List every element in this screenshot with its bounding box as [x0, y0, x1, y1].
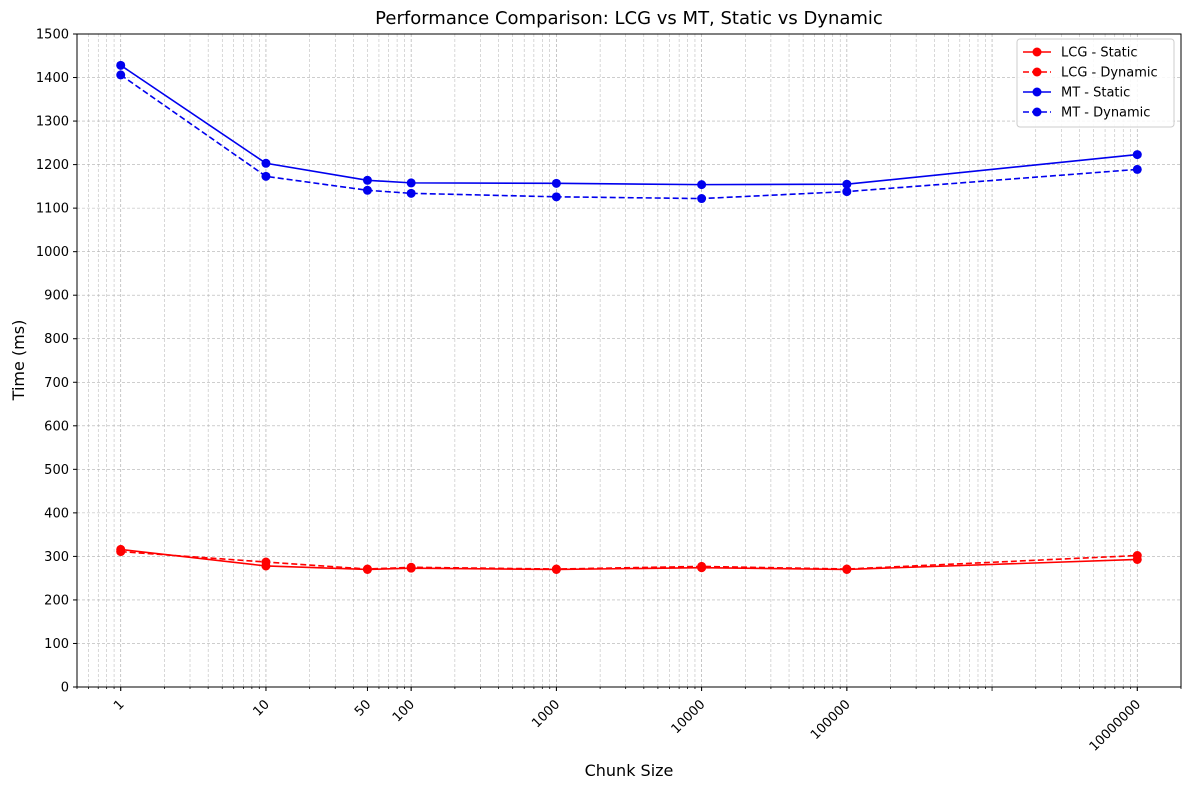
data-point — [551, 192, 561, 202]
y-tick-label: 300 — [44, 550, 69, 565]
series-line — [120, 548, 1138, 571]
legend-label: LCG - Static — [1061, 46, 1138, 61]
x-tick-label: 1 — [111, 697, 127, 713]
data-point — [551, 564, 561, 574]
legend-label: MT - Dynamic — [1061, 106, 1150, 121]
y-tick-label: 1500 — [36, 28, 69, 43]
x-tick-label: 1000 — [529, 697, 563, 731]
y-tick-label: 900 — [44, 289, 69, 304]
x-tick-label: 100000 — [808, 697, 854, 743]
y-tick-label: 600 — [44, 419, 69, 434]
series-line — [120, 550, 1138, 570]
series-lcg-static — [116, 544, 1142, 574]
data-point — [842, 187, 852, 197]
chart-title: Performance Comparison: LCG vs MT, Stati… — [375, 8, 883, 29]
data-point — [551, 178, 561, 188]
grid — [76, 33, 1182, 688]
x-tick-label: 100 — [390, 697, 418, 725]
y-axis-label: Time (ms) — [9, 320, 28, 402]
data-point — [362, 564, 372, 574]
legend-marker — [1032, 67, 1042, 77]
data-point — [406, 562, 416, 572]
legend-item: MT - Static — [1023, 86, 1130, 101]
x-axis-label: Chunk Size — [585, 761, 674, 780]
legend-item: LCG - Static — [1023, 46, 1138, 61]
legend-box — [1016, 38, 1175, 128]
data-point — [362, 185, 372, 195]
legend-marker — [1032, 107, 1042, 117]
y-tick-label: 0 — [61, 681, 69, 696]
y-tick-label: 200 — [44, 593, 69, 608]
series-mt-static — [116, 60, 1142, 190]
plot-series — [116, 60, 1142, 574]
x-tick-label: 10000000 — [1087, 697, 1144, 754]
data-point — [842, 564, 852, 574]
y-tick-label: 100 — [44, 637, 69, 652]
y-tick-label: 500 — [44, 463, 69, 478]
legend-marker — [1032, 87, 1042, 97]
data-point — [116, 547, 126, 557]
x-tick-label: 10 — [250, 697, 272, 719]
legend-label: MT - Static — [1061, 86, 1130, 101]
data-point — [842, 179, 852, 189]
legend-label: LCG - Dynamic — [1061, 66, 1158, 81]
x-tick-label: 50 — [352, 697, 374, 719]
y-tick-label: 400 — [44, 506, 69, 521]
y-tick-label: 1300 — [36, 115, 69, 130]
y-tick-label: 1400 — [36, 71, 69, 86]
series-lcg-dynamic — [116, 547, 1142, 574]
data-point — [406, 178, 416, 188]
data-point — [261, 557, 271, 567]
data-point — [261, 158, 271, 168]
data-point — [116, 70, 126, 80]
data-point — [1132, 551, 1142, 561]
data-point — [1132, 150, 1142, 160]
x-tick-label: 10000 — [669, 697, 709, 737]
axis-ticks: 0100200300400500600700800900100011001200… — [36, 28, 1182, 755]
legend-marker — [1032, 47, 1042, 57]
y-tick-label: 1000 — [36, 245, 69, 260]
data-point — [261, 171, 271, 181]
y-tick-label: 1100 — [36, 202, 69, 217]
legend-item: MT - Dynamic — [1023, 106, 1150, 121]
data-point — [697, 194, 707, 204]
data-point — [697, 180, 707, 190]
plot-frame — [76, 33, 1182, 688]
y-tick-label: 700 — [44, 376, 69, 391]
y-tick-label: 800 — [44, 332, 69, 347]
data-point — [362, 175, 372, 185]
legend: LCG - Static LCG - Dynamic MT - Static MT -… — [1016, 38, 1175, 128]
series-line — [120, 74, 1138, 200]
data-point — [116, 60, 126, 70]
data-point — [697, 561, 707, 571]
series-line — [120, 64, 1138, 186]
data-point — [1132, 164, 1142, 174]
series-mt-dynamic — [116, 70, 1142, 204]
data-point — [406, 188, 416, 198]
y-tick-label: 1200 — [36, 158, 69, 173]
legend-item: LCG - Dynamic — [1023, 66, 1158, 81]
